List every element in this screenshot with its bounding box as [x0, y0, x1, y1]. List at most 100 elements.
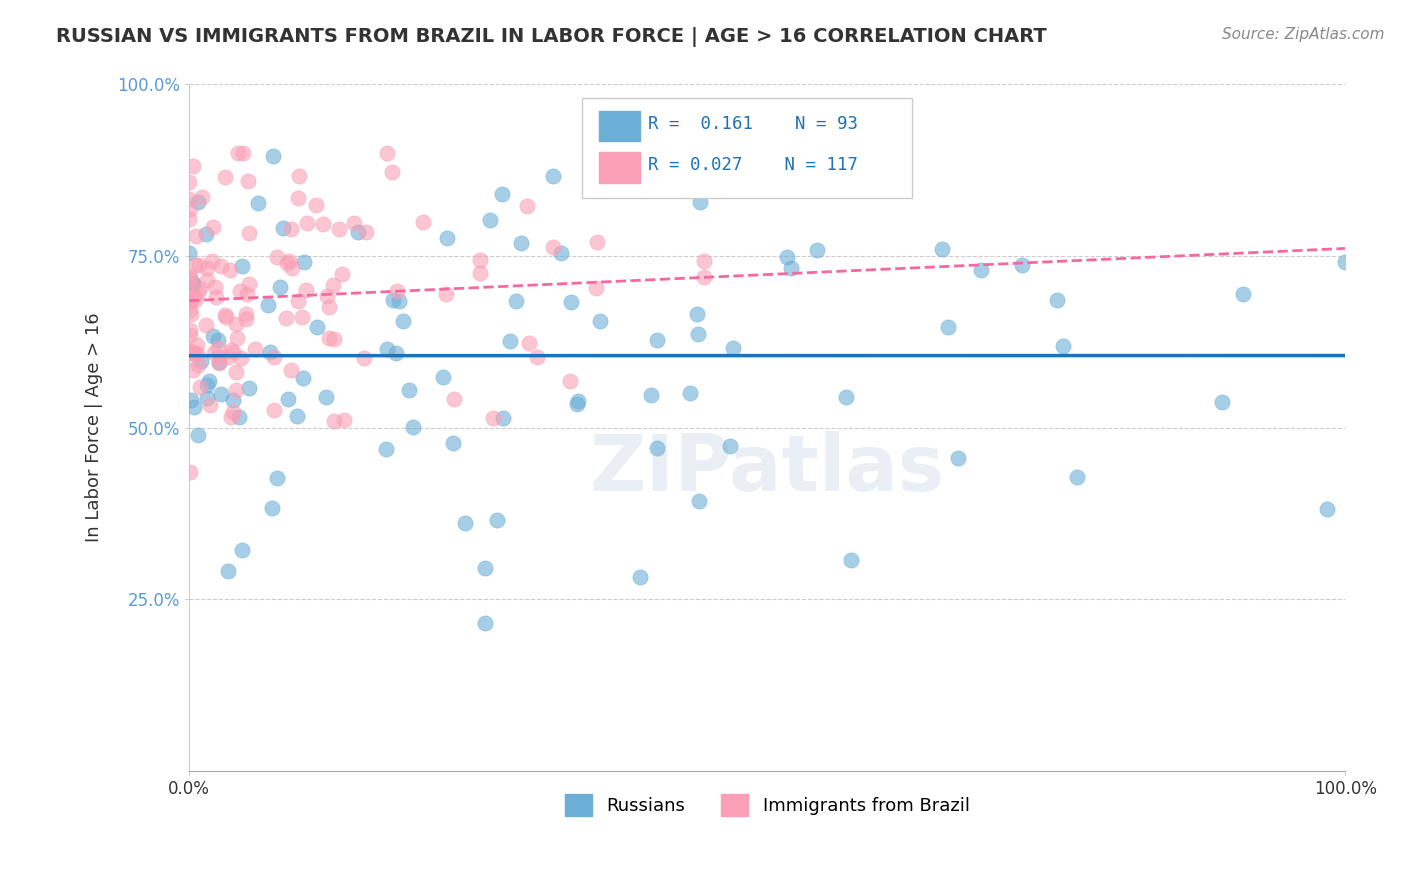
Point	[179, 303, 201, 318]
Point	[181, 159, 204, 173]
Point	[187, 258, 209, 272]
Point	[586, 235, 609, 250]
Point	[454, 516, 477, 530]
Point	[640, 388, 662, 402]
Point	[188, 281, 211, 295]
Point	[276, 256, 298, 270]
Point	[510, 235, 533, 250]
Point	[263, 351, 285, 365]
Point	[550, 245, 572, 260]
Point	[806, 243, 828, 257]
Point	[516, 199, 538, 213]
Point	[385, 285, 408, 299]
Point	[318, 300, 340, 314]
Point	[195, 273, 218, 287]
Point	[1211, 395, 1233, 409]
Point	[204, 280, 226, 294]
Point	[266, 250, 288, 264]
Point	[236, 286, 259, 301]
Point	[384, 346, 406, 360]
Point	[292, 370, 315, 384]
Point	[478, 213, 501, 227]
Point	[689, 195, 711, 210]
Point	[402, 419, 425, 434]
Point	[686, 326, 709, 341]
Point	[180, 344, 202, 359]
Point	[205, 290, 228, 304]
Point	[209, 387, 232, 401]
Point	[685, 307, 707, 321]
Point	[274, 310, 297, 325]
Point	[1011, 258, 1033, 272]
Point	[262, 500, 284, 515]
Point	[280, 363, 302, 377]
Text: Source: ZipAtlas.com: Source: ZipAtlas.com	[1222, 27, 1385, 42]
Point	[186, 338, 208, 352]
Point	[184, 229, 207, 244]
Point	[207, 333, 229, 347]
Point	[179, 192, 201, 206]
Text: R = 0.027    N = 117: R = 0.027 N = 117	[648, 156, 858, 175]
Point	[294, 283, 316, 297]
Point	[835, 390, 858, 404]
Point	[287, 293, 309, 308]
Point	[181, 363, 204, 377]
Point	[1232, 286, 1254, 301]
Point	[589, 314, 612, 328]
Point	[238, 227, 260, 241]
Point	[209, 350, 232, 364]
Point	[693, 254, 716, 268]
Point	[263, 403, 285, 417]
Point	[208, 356, 231, 370]
Point	[485, 513, 508, 527]
Point	[1316, 502, 1339, 516]
Point	[318, 331, 340, 345]
Point	[498, 334, 520, 348]
Point	[288, 169, 311, 184]
Point	[225, 331, 247, 345]
Point	[322, 277, 344, 292]
Point	[541, 240, 564, 254]
Point	[179, 294, 201, 309]
Point	[491, 186, 513, 201]
Point	[718, 439, 741, 453]
Point	[201, 253, 224, 268]
Point	[375, 342, 398, 356]
Point	[585, 281, 607, 295]
Point	[1066, 470, 1088, 484]
Point	[179, 466, 201, 480]
Point	[209, 259, 232, 273]
Point	[186, 347, 208, 361]
Point	[195, 260, 218, 275]
Point	[217, 350, 239, 364]
Point	[225, 365, 247, 379]
Point	[679, 386, 702, 401]
Text: ZIPatlas: ZIPatlas	[591, 431, 945, 507]
Point	[311, 217, 333, 231]
Point	[645, 333, 668, 347]
Point	[225, 383, 247, 397]
Point	[188, 380, 211, 394]
Point	[179, 212, 201, 227]
Point	[222, 392, 245, 407]
Point	[628, 570, 651, 584]
Point	[381, 293, 404, 307]
Point	[179, 327, 201, 342]
Point	[931, 242, 953, 256]
Text: RUSSIAN VS IMMIGRANTS FROM BRAZIL IN LABOR FORCE | AGE > 16 CORRELATION CHART: RUSSIAN VS IMMIGRANTS FROM BRAZIL IN LAB…	[56, 27, 1047, 46]
Point	[269, 280, 291, 294]
Point	[388, 293, 411, 308]
Point	[187, 285, 209, 299]
Point	[197, 391, 219, 405]
Point	[434, 287, 457, 301]
Point	[202, 345, 225, 359]
Point	[970, 263, 993, 277]
Point	[567, 393, 589, 408]
Point	[441, 436, 464, 450]
Point	[231, 260, 253, 274]
Point	[235, 307, 257, 321]
Point	[398, 383, 420, 397]
Point	[292, 255, 315, 269]
Point	[322, 414, 344, 428]
Point	[776, 250, 799, 264]
